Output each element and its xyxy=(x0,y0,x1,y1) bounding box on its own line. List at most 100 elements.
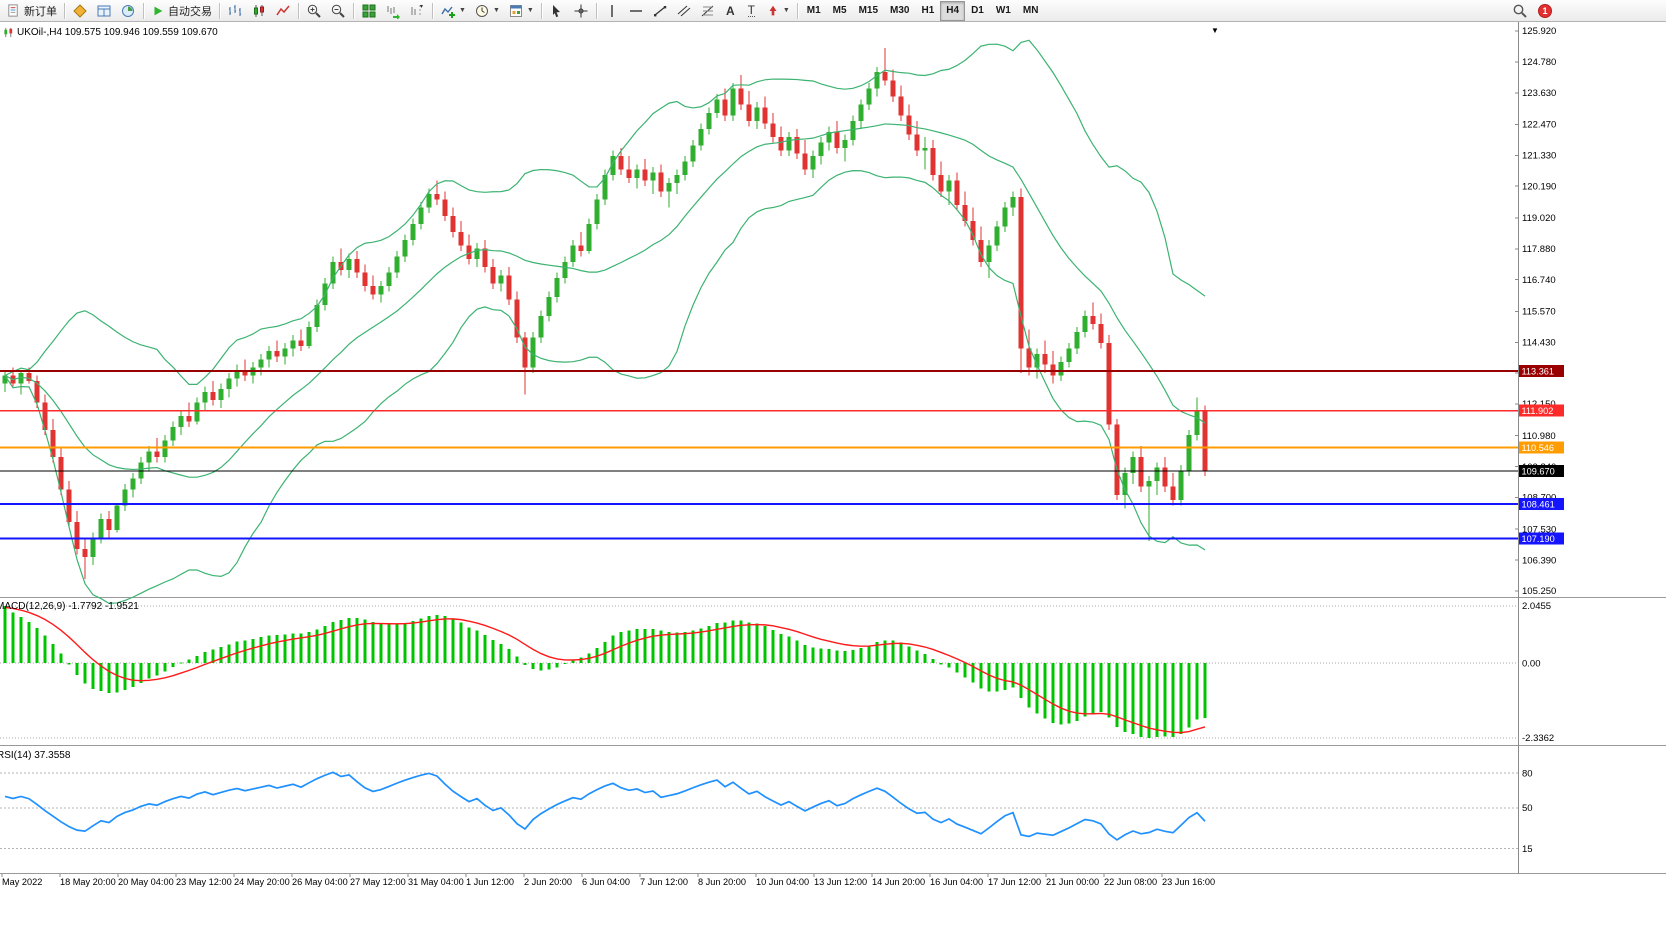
svg-text:0.00: 0.00 xyxy=(1522,658,1541,669)
candle-body xyxy=(690,145,696,162)
timeframe-h1-button[interactable]: H1 xyxy=(915,1,940,21)
candle-body xyxy=(1130,456,1136,474)
trendline-tool-button[interactable] xyxy=(648,1,672,21)
candle-body xyxy=(306,326,312,346)
search-icon[interactable] xyxy=(1512,3,1528,19)
candle-body xyxy=(274,351,280,357)
text-label-tool-button[interactable]: T xyxy=(741,1,762,21)
candle-body xyxy=(962,204,968,222)
candle-body xyxy=(162,440,168,457)
periods-button[interactable]: ▼ xyxy=(470,1,504,21)
timeframe-m1-button[interactable]: M1 xyxy=(801,1,827,21)
svg-text:112.150: 112.150 xyxy=(1522,399,1556,410)
candlestick-chart-icon xyxy=(254,4,264,17)
candle-body xyxy=(1010,196,1016,208)
candle-body xyxy=(1074,332,1080,349)
candle-body xyxy=(522,337,528,368)
auto-scroll-button[interactable] xyxy=(381,1,405,21)
svg-text:123.630: 123.630 xyxy=(1522,88,1556,99)
candle-body xyxy=(34,381,40,403)
tile-windows-button[interactable] xyxy=(357,1,381,21)
templates-dropdown-caret[interactable]: ▼ xyxy=(526,7,534,14)
candle-body xyxy=(1002,207,1008,227)
svg-text:110.980: 110.980 xyxy=(1522,431,1556,442)
arrows-dropdown-caret[interactable]: ▼ xyxy=(782,7,790,14)
svg-text:110.546: 110.546 xyxy=(1522,443,1555,453)
arrows-tool-button[interactable]: ▼ xyxy=(762,1,794,21)
timeframe-m15-button[interactable]: M15 xyxy=(853,1,884,21)
chart-shift-marker[interactable]: ▼ xyxy=(1211,26,1219,35)
toolbar-separator xyxy=(298,2,299,19)
timeframe-d1-button[interactable]: D1 xyxy=(965,1,990,21)
market-watch-button[interactable] xyxy=(68,1,92,21)
candle-body xyxy=(706,112,712,130)
zoom-in-button[interactable] xyxy=(302,1,326,21)
crosshair-tool-button[interactable] xyxy=(569,1,593,21)
vertical-line-icon xyxy=(611,4,613,17)
timeframe-w1-button[interactable]: W1 xyxy=(990,1,1017,21)
candle-body xyxy=(234,370,240,379)
rsi-label: RSI(14) 37.3558 xyxy=(0,750,71,761)
zoom-out-button[interactable] xyxy=(326,1,350,21)
candle-body xyxy=(1138,456,1144,487)
vertical-line-tool-button[interactable] xyxy=(600,1,624,21)
candle-body xyxy=(978,240,984,262)
new-order-button[interactable]: 新订单 xyxy=(2,1,61,21)
candle-body xyxy=(754,107,760,121)
svg-text:23 Jun 16:00: 23 Jun 16:00 xyxy=(1162,877,1215,887)
navigator-button[interactable] xyxy=(116,1,140,21)
candle-body xyxy=(74,521,80,549)
candle-body xyxy=(1090,315,1096,325)
auto-trading-label: 自动交易 xyxy=(168,5,212,18)
candle-body xyxy=(498,275,504,284)
svg-text:116.740: 116.740 xyxy=(1522,275,1556,286)
timeframe-h4-button[interactable]: H4 xyxy=(940,0,966,21)
candle-body xyxy=(218,389,224,400)
candle-body xyxy=(210,391,216,400)
candle-body xyxy=(258,359,264,368)
data-window-button[interactable] xyxy=(92,1,116,21)
candle-body xyxy=(362,272,368,287)
periods-dropdown-caret[interactable]: ▼ xyxy=(492,7,500,14)
candle-body xyxy=(874,72,880,89)
equidistant-channel-tool-button[interactable] xyxy=(672,1,696,21)
line-chart-mode-button[interactable] xyxy=(271,1,295,21)
timeframe-m5-button[interactable]: M5 xyxy=(827,1,853,21)
candle-body xyxy=(610,156,616,176)
templates-button[interactable]: ▼ xyxy=(504,1,538,21)
candle-body xyxy=(938,175,944,192)
svg-text:80: 80 xyxy=(1522,768,1533,779)
macd-pane: 2.0455 0.00 -2.3362 xyxy=(0,601,1554,744)
candle-body xyxy=(570,245,576,262)
cursor-icon xyxy=(552,4,560,17)
candle-body xyxy=(618,156,624,170)
candlestick-mode-button[interactable] xyxy=(247,1,271,21)
candle-body xyxy=(762,107,768,124)
svg-text:2.0455: 2.0455 xyxy=(1522,601,1551,612)
candles-layer xyxy=(2,47,1208,579)
text-tool-button[interactable]: A xyxy=(720,1,741,21)
svg-text:125.920: 125.920 xyxy=(1522,26,1556,37)
time-axis[interactable]: May 2022 18 May 20:00 20 May 04:00 23 May 1… xyxy=(1,874,1215,887)
chart-shift-button[interactable] xyxy=(405,1,429,21)
auto-trading-button[interactable]: 自动交易 xyxy=(147,1,216,21)
toolbar-separator xyxy=(796,2,798,19)
bar-chart-mode-button[interactable] xyxy=(223,1,247,21)
timeframe-m30-button[interactable]: M30 xyxy=(884,1,915,21)
candle-body xyxy=(882,72,888,81)
timeframe-mn-button[interactable]: MN xyxy=(1017,1,1045,21)
candle-body xyxy=(346,259,352,270)
candle-body xyxy=(1162,467,1168,487)
fibonacci-tool-button[interactable] xyxy=(696,1,720,21)
candle-body xyxy=(810,156,816,170)
indicators-button[interactable]: ▼ xyxy=(436,1,470,21)
toolbar-separator xyxy=(64,2,65,19)
cursor-tool-button[interactable] xyxy=(545,1,569,21)
candle-body xyxy=(434,194,440,200)
notification-badge[interactable]: 1 xyxy=(1538,4,1552,18)
svg-text:109.670: 109.670 xyxy=(1522,467,1555,477)
indicators-dropdown-caret[interactable]: ▼ xyxy=(459,7,466,14)
horizontal-line-tool-button[interactable] xyxy=(624,1,648,21)
candle-body xyxy=(1146,481,1152,487)
